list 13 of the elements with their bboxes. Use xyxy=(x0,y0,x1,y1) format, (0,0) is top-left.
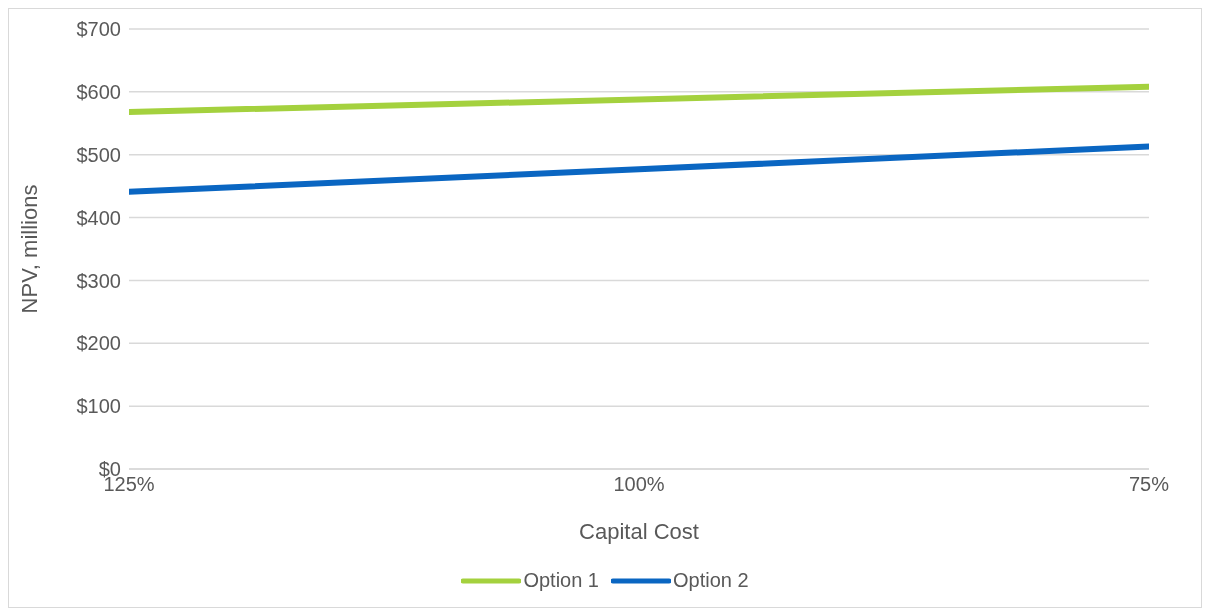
y-tick-label: $500 xyxy=(76,143,121,166)
y-tick-label: $600 xyxy=(76,80,121,103)
legend-label: Option 1 xyxy=(523,569,599,592)
legend-label: Option 2 xyxy=(673,569,749,592)
y-tick-label: $200 xyxy=(76,332,121,355)
y-axis-title: NPV, millions xyxy=(16,184,42,314)
y-tick-label: $300 xyxy=(76,269,121,292)
x-axis-title: Capital Cost xyxy=(579,519,699,544)
y-tick-label: $100 xyxy=(76,395,121,418)
y-tick-label: $400 xyxy=(76,206,121,229)
x-tick-label: 100% xyxy=(613,473,665,496)
y-tick-label: $700 xyxy=(76,18,121,41)
x-tick-label: 75% xyxy=(1128,473,1170,496)
